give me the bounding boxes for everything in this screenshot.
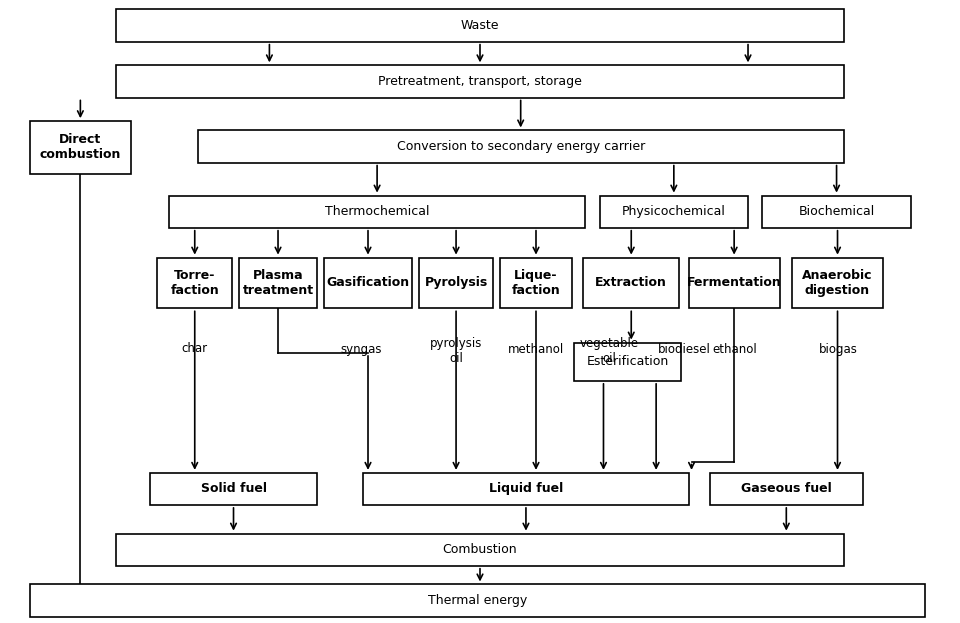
Text: Thermal energy: Thermal energy [428,594,527,607]
FancyBboxPatch shape [116,65,844,98]
FancyBboxPatch shape [419,257,493,308]
Text: biogas: biogas [819,343,857,356]
FancyBboxPatch shape [574,343,681,381]
Text: Physicochemical: Physicochemical [622,205,726,218]
Text: Biochemical: Biochemical [799,205,875,218]
Text: syngas: syngas [341,343,382,356]
Text: Solid fuel: Solid fuel [201,482,267,495]
FancyBboxPatch shape [157,257,232,308]
FancyBboxPatch shape [709,473,863,505]
Text: Combustion: Combustion [443,543,517,556]
FancyBboxPatch shape [600,196,748,228]
Text: Plasma
treatment: Plasma treatment [243,269,314,297]
Text: vegetable
oil: vegetable oil [580,337,638,365]
FancyBboxPatch shape [762,196,911,228]
FancyBboxPatch shape [30,584,925,617]
Text: Liquid fuel: Liquid fuel [489,482,564,495]
Text: Esterification: Esterification [587,355,668,368]
FancyBboxPatch shape [584,257,679,308]
Text: Pyrolysis: Pyrolysis [424,277,488,290]
FancyBboxPatch shape [116,9,844,42]
Text: Waste: Waste [461,19,499,32]
FancyBboxPatch shape [500,257,572,308]
FancyBboxPatch shape [239,257,317,308]
Text: Anaerobic
digestion: Anaerobic digestion [803,269,873,297]
FancyBboxPatch shape [150,473,317,505]
Text: Pretreatment, transport, storage: Pretreatment, transport, storage [378,75,582,88]
FancyBboxPatch shape [363,473,688,505]
FancyBboxPatch shape [688,257,780,308]
Text: ethanol: ethanol [712,343,757,356]
FancyBboxPatch shape [324,257,412,308]
Text: pyrolysis
oil: pyrolysis oil [430,337,482,365]
FancyBboxPatch shape [792,257,883,308]
Text: char: char [181,342,207,355]
Text: biodiesel: biodiesel [658,343,710,356]
Text: Conversion to secondary energy carrier: Conversion to secondary energy carrier [396,140,645,153]
Text: Extraction: Extraction [595,277,667,290]
FancyBboxPatch shape [116,533,844,566]
FancyBboxPatch shape [169,196,586,228]
Text: Direct
combustion: Direct combustion [39,133,121,161]
FancyBboxPatch shape [198,130,844,163]
FancyBboxPatch shape [30,121,131,174]
Text: Torre-
faction: Torre- faction [170,269,219,297]
Text: Gaseous fuel: Gaseous fuel [741,482,831,495]
Text: methanol: methanol [509,343,564,356]
Text: Fermentation: Fermentation [686,277,781,290]
Text: Lique-
faction: Lique- faction [512,269,561,297]
Text: Gasification: Gasification [326,277,410,290]
Text: Thermochemical: Thermochemical [324,205,429,218]
